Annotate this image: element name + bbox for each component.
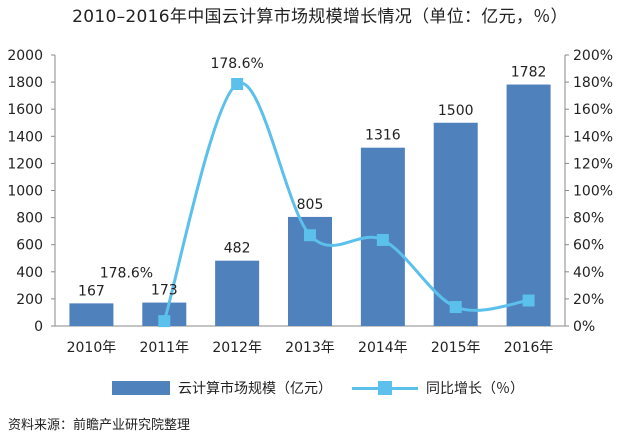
x-tick-label: 2014年: [358, 340, 408, 356]
left-tick-label: 2000: [7, 48, 43, 64]
right-tick-label: 140%: [573, 129, 613, 145]
left-tick-label: 1800: [7, 75, 43, 91]
right-tick-label: 60%: [573, 238, 604, 254]
bar: [433, 122, 478, 326]
x-tick-label: 2016年: [504, 340, 554, 356]
growth-point-marker: [231, 77, 244, 90]
bar-value-label: 1782: [511, 65, 547, 81]
left-tick-label: 1600: [7, 102, 43, 118]
left-tick-label: 400: [16, 265, 43, 281]
x-tick-label: 2010年: [67, 340, 117, 356]
growth-point-marker: [522, 294, 535, 307]
right-tick-label: 100%: [573, 184, 613, 200]
bar-value-label: 482: [224, 241, 251, 257]
legend-item-market-size: 云计算市场规模（亿元）: [112, 376, 332, 400]
bar: [142, 302, 187, 326]
right-tick-label: 200%: [573, 48, 613, 64]
bar-value-label: 1500: [438, 103, 474, 119]
chart-axes: 0 200 400 600 800 1000 1200 1400 1600 1800 2000 0% 2…: [7, 48, 613, 356]
right-tick-label: 160%: [573, 102, 613, 118]
bar-value-label: 1316: [365, 128, 401, 144]
bar: [69, 303, 114, 326]
left-tick-label: 600: [16, 238, 43, 254]
right-tick-label: 120%: [573, 156, 613, 172]
left-tick-label: 1200: [7, 156, 43, 172]
combo-chart: 0 200 400 600 800 1000 1200 1400 1600 1800 2000 0% 2…: [7, 48, 613, 356]
left-tick-label: 1000: [7, 184, 43, 200]
growth-annotation: 178.6%: [210, 56, 263, 72]
legend-label-growth: 同比增长（％）: [426, 381, 524, 397]
chart-title: 2010–2016年中国云计算市场规模增长情况（单位：亿元，％）: [72, 7, 568, 27]
source-note: 资料来源：前瞻产业研究院整理: [8, 418, 191, 433]
right-tick-label: 180%: [573, 75, 613, 91]
bar: [506, 84, 551, 326]
growth-point-marker: [304, 229, 316, 242]
bar: [215, 260, 260, 326]
bar-value-label: 805: [297, 197, 324, 213]
growth-point-marker: [376, 233, 389, 246]
data-labels: 167 173 482 805 1316 1500 1782 178.6% 178.6%: [78, 56, 546, 299]
right-tick-label: 20%: [573, 292, 604, 308]
growth-annotation: 178.6%: [100, 265, 153, 281]
growth-point-marker: [449, 301, 462, 314]
left-tick-label: 800: [16, 211, 43, 227]
bar-value-label: 167: [78, 283, 105, 299]
right-tick-label: 0%: [573, 319, 595, 335]
right-tick-label: 80%: [573, 211, 604, 227]
legend-item-growth: 同比增长（％）: [352, 376, 524, 400]
left-tick-label: 0: [34, 319, 43, 335]
legend-bar-swatch: [112, 381, 170, 395]
bar-value-label: 173: [151, 283, 178, 299]
x-tick-label: 2012年: [212, 340, 262, 356]
legend-line-swatch: [352, 381, 418, 395]
x-tick-label: 2011年: [139, 340, 189, 356]
x-tick-label: 2013年: [285, 340, 335, 356]
chart-legend: 云计算市场规模（亿元） 同比增长（％）: [0, 376, 640, 400]
growth-line-series: [158, 77, 535, 328]
left-tick-label: 1400: [7, 129, 43, 145]
legend-label-market-size: 云计算市场规模（亿元）: [178, 381, 332, 397]
left-tick-label: 200: [16, 292, 43, 308]
right-tick-label: 40%: [573, 265, 604, 281]
x-tick-label: 2015年: [431, 340, 481, 356]
growth-point-marker: [158, 315, 171, 328]
